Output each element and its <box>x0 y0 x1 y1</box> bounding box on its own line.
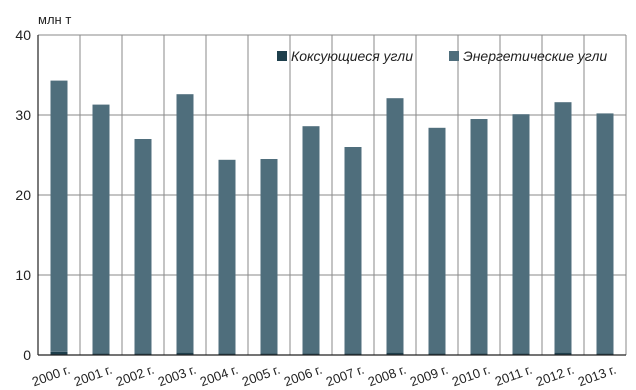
bar-thermal <box>302 126 320 354</box>
bar-coking <box>218 353 236 355</box>
legend-swatch-thermal <box>449 51 459 61</box>
x-tick-labels: 2000 г. 2001 г. 2002 г. 2003 г. 2004 г. 2005 … <box>30 362 618 390</box>
y-tick-label: 10 <box>15 267 31 283</box>
x-tick-label: 2000 г. <box>30 362 72 390</box>
y-tick-labels: 0 10 20 30 40 <box>15 27 31 363</box>
y-tick-label: 30 <box>15 107 31 123</box>
y-axis-label: млн т <box>38 12 71 27</box>
bar-thermal <box>344 147 362 354</box>
bar-coking <box>428 353 446 355</box>
bar-coking <box>134 353 152 355</box>
legend-label-thermal: Энергетические угли <box>463 48 607 64</box>
x-tick-label: 2007 г. <box>324 362 366 390</box>
bar-thermal <box>260 159 278 354</box>
bar-thermal <box>134 139 152 354</box>
bar-coking <box>554 352 572 355</box>
x-tick-label: 2009 г. <box>408 362 450 390</box>
bar-coking <box>92 353 110 355</box>
y-tick-label: 0 <box>23 347 31 363</box>
bar-coking <box>302 353 320 355</box>
x-tick-label: 2013 г. <box>576 362 618 390</box>
bar-thermal <box>176 94 194 353</box>
bar-coking <box>260 353 278 355</box>
x-tick-label: 2003 г. <box>156 362 198 390</box>
bar-thermal <box>386 98 404 353</box>
bar-thermal <box>512 114 530 354</box>
bar-thermal <box>470 119 488 354</box>
axes <box>37 35 626 356</box>
y-tick-label: 40 <box>15 27 31 43</box>
bar-coking <box>512 353 530 355</box>
bar-coking <box>386 352 404 355</box>
legend-swatch-coking <box>277 51 287 61</box>
x-tick-label: 2004 г. <box>198 362 240 390</box>
x-tick-label: 2008 г. <box>366 362 408 390</box>
x-tick-label: 2006 г. <box>282 362 324 390</box>
x-tick-label: 2001 г. <box>72 362 114 390</box>
bar-thermal <box>554 102 572 353</box>
x-tick-label: 2010 г. <box>450 362 492 390</box>
grid <box>38 34 627 355</box>
legend-label-coking: Коксующиеся угли <box>291 48 413 64</box>
y-tick-label: 20 <box>15 187 31 203</box>
bar-coking <box>50 351 68 355</box>
bar-thermal <box>596 113 614 354</box>
bar-coking <box>344 353 362 355</box>
bar-thermal <box>428 127 446 354</box>
bar-thermal <box>218 159 236 354</box>
x-tick-label: 2005 г. <box>240 362 282 390</box>
legend: Коксующиеся угли Энергетические угли <box>277 48 607 64</box>
x-tick-label: 2011 г. <box>493 362 534 389</box>
x-tick-label: 2002 г. <box>114 362 156 390</box>
bars <box>50 80 614 355</box>
x-tick-label: 2012 г. <box>534 362 576 390</box>
bar-thermal <box>92 104 110 354</box>
bar-coking <box>596 353 614 355</box>
bar-thermal <box>50 80 68 352</box>
bar-coking <box>470 353 488 355</box>
bar-coking <box>176 352 194 355</box>
